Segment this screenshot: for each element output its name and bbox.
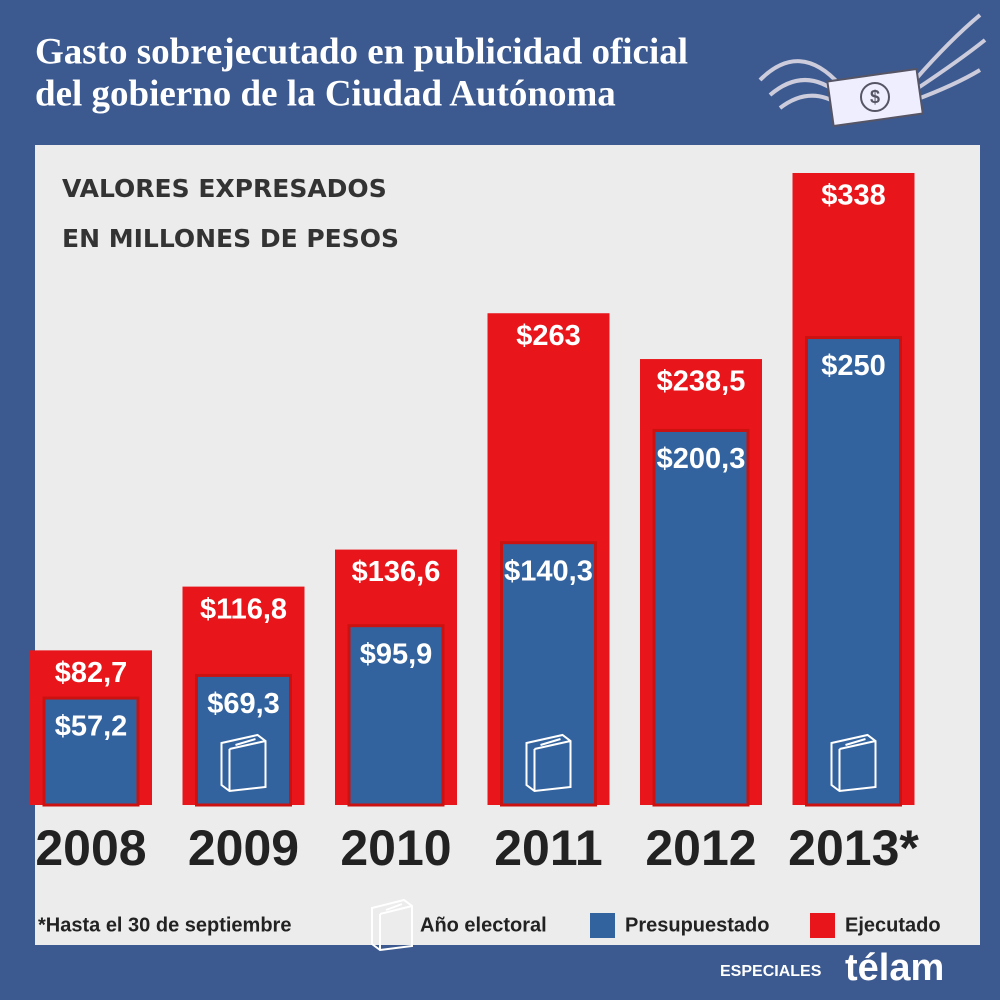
legend-label: Presupuestado: [625, 914, 769, 936]
plot: $82,7 $57,2 2008 $116,8 $69,3 2009 $136,6 $95,9…: [30, 173, 919, 876]
x-tick-label: 2010: [340, 820, 451, 876]
legend-swatch: [590, 913, 615, 938]
value-label: $57,2: [55, 711, 128, 743]
ballot-box: [371, 898, 413, 952]
money-icon: $: [758, 13, 987, 128]
bar: [347, 624, 445, 807]
ballot-box: [830, 733, 877, 793]
svg-text:$: $: [870, 87, 880, 107]
value-label: $140,3: [504, 555, 593, 587]
value-label: $250: [821, 350, 886, 382]
ballot-box: [220, 733, 267, 793]
x-tick-label: 2012: [645, 820, 756, 876]
value-label: $116,8: [200, 593, 287, 625]
bar: [500, 541, 597, 807]
value-label: $338: [821, 180, 886, 212]
subtitle: VALORES EXPRESADOS: [62, 174, 387, 203]
legend-swatch: [810, 913, 835, 938]
footer-section: ESPECIALES: [720, 963, 822, 980]
x-tick-label: 2013*: [788, 820, 919, 876]
legend-label: Ejecutado: [845, 914, 941, 936]
ballot-box: [525, 733, 572, 793]
legend: *Hasta el 30 de septiembre Año electoral…: [38, 898, 941, 952]
value-label: $238,5: [657, 366, 746, 398]
footer-brand: télam: [845, 947, 944, 989]
bar: [195, 673, 292, 807]
x-tick-label: 2011: [494, 820, 602, 876]
value-label: $82,7: [55, 657, 128, 689]
bar: [42, 696, 140, 807]
bar: [652, 428, 750, 807]
bar: [805, 336, 902, 807]
x-tick-label: 2009: [188, 820, 299, 876]
value-label: $95,9: [360, 638, 433, 670]
value-label: $136,6: [352, 556, 441, 588]
subtitle: EN MILLONES DE PESOS: [62, 224, 399, 253]
value-label: $200,3: [657, 443, 746, 475]
x-tick-label: 2008: [35, 820, 146, 876]
legend-label: Año electoral: [420, 914, 547, 936]
chart-title: Gasto sobrejecutado en publicidad oficia…: [35, 31, 688, 72]
value-label: $263: [516, 320, 581, 352]
value-label: $69,3: [207, 688, 280, 720]
note: *Hasta el 30 de septiembre: [38, 914, 291, 936]
chart-title: del gobierno de la Ciudad Autónoma: [35, 73, 616, 114]
